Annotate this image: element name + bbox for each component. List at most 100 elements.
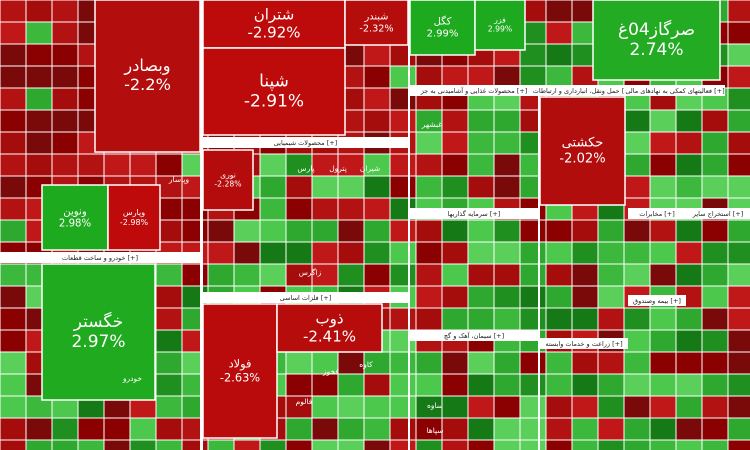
filler-tile [337, 439, 365, 450]
sector-title: سرمایه گذاریها [+] [448, 210, 501, 218]
filler-tile [0, 329, 27, 353]
filler-tile [389, 351, 417, 375]
tile-name: ونوین [63, 206, 87, 217]
tile-name: شپنا [259, 71, 289, 91]
filler-tile [727, 0, 750, 23]
filler-tile [0, 109, 27, 133]
filler-tile [207, 241, 235, 265]
filler-tile [727, 329, 750, 353]
filler-tile [311, 219, 339, 243]
sector-title: سیمان، آهک و گچ [+] [444, 331, 504, 340]
tile [474, 0, 526, 51]
filler-tile [493, 395, 521, 419]
sector-title: بیمه وصندوق [+] [633, 297, 681, 305]
filler-tile [727, 241, 750, 265]
tile [276, 303, 383, 353]
filler-tile [389, 395, 417, 419]
filler-tile [25, 21, 53, 45]
filler-tile [493, 263, 521, 287]
filler-tile [285, 219, 313, 243]
filler-tile [0, 285, 27, 309]
filler-tile [0, 395, 27, 419]
filler-tile [337, 219, 365, 243]
filler-tile [155, 285, 183, 309]
filler-tile [545, 395, 573, 419]
filler-tile [623, 395, 651, 419]
filler-tile [597, 285, 625, 309]
filler-tile [727, 87, 750, 111]
filler-tile [155, 329, 183, 353]
filler-tile [597, 395, 625, 419]
filler-tile [441, 263, 469, 287]
filler-tile [441, 175, 469, 199]
filler-tile [389, 241, 417, 265]
filler-tile [415, 285, 443, 309]
tile-value: -2.98% [120, 218, 149, 227]
filler-tile [129, 439, 157, 450]
filler-tile [311, 175, 339, 199]
filler-tile [519, 417, 547, 441]
tile-label: ساوه [427, 401, 443, 410]
sector-title: استخراج سایر [+] [692, 210, 743, 218]
filler-tile [415, 373, 443, 397]
filler-tile [337, 417, 365, 441]
filler-tile [441, 153, 469, 177]
filler-tile [467, 175, 495, 199]
filler-tile [467, 219, 495, 243]
filler-tile [311, 241, 339, 265]
tile-value: -2.2% [124, 75, 171, 94]
filler-tile [701, 241, 729, 265]
filler-tile [701, 153, 729, 177]
filler-tile [493, 153, 521, 177]
filler-tile [649, 175, 677, 199]
filler-tile [571, 263, 599, 287]
filler-tile [727, 109, 750, 133]
filler-tile [675, 329, 703, 353]
tile-name: خگستر [73, 311, 124, 332]
filler-tile [0, 197, 27, 221]
filler-tile [727, 351, 750, 375]
filler-tile [415, 241, 443, 265]
filler-tile [415, 65, 443, 89]
filler-tile [519, 263, 547, 287]
filler-tile [311, 417, 339, 441]
filler-tile [181, 263, 209, 287]
sector-header [540, 338, 628, 349]
sector-header [0, 252, 200, 263]
filler-tile [51, 109, 79, 133]
filler-tile [441, 417, 469, 441]
filler-tile [103, 439, 131, 450]
filler-tile [467, 373, 495, 397]
filler-tile [415, 153, 443, 177]
filler-tile [727, 395, 750, 419]
filler-tile [675, 351, 703, 375]
filler-tile [51, 87, 79, 111]
filler-tile [701, 351, 729, 375]
filler-tile [363, 219, 391, 243]
filler-tile [389, 373, 417, 397]
filler-tile [675, 263, 703, 287]
filler-tile [727, 263, 750, 287]
filler-tile [0, 175, 27, 199]
filler-tile [207, 439, 235, 450]
filler-tile [701, 307, 729, 331]
filler-tile [727, 373, 750, 397]
filler-tile [727, 153, 750, 177]
filler-tile [701, 439, 729, 450]
filler-tile [389, 307, 417, 331]
tile-label: سپاها [426, 426, 443, 435]
sector-title: مخابرات [+] [639, 210, 675, 218]
filler-tile [0, 263, 27, 287]
filler-tile [545, 373, 573, 397]
filler-tile [623, 307, 651, 331]
filler-tile [727, 307, 750, 331]
filler-tile [701, 395, 729, 419]
filler-tile [51, 417, 79, 441]
filler-tile [467, 395, 495, 419]
filler-tile [571, 439, 599, 450]
filler-tile [649, 219, 677, 243]
filler-tile [363, 87, 391, 111]
filler-tile [337, 263, 365, 287]
filler-tile [545, 65, 573, 89]
filler-tile [571, 373, 599, 397]
